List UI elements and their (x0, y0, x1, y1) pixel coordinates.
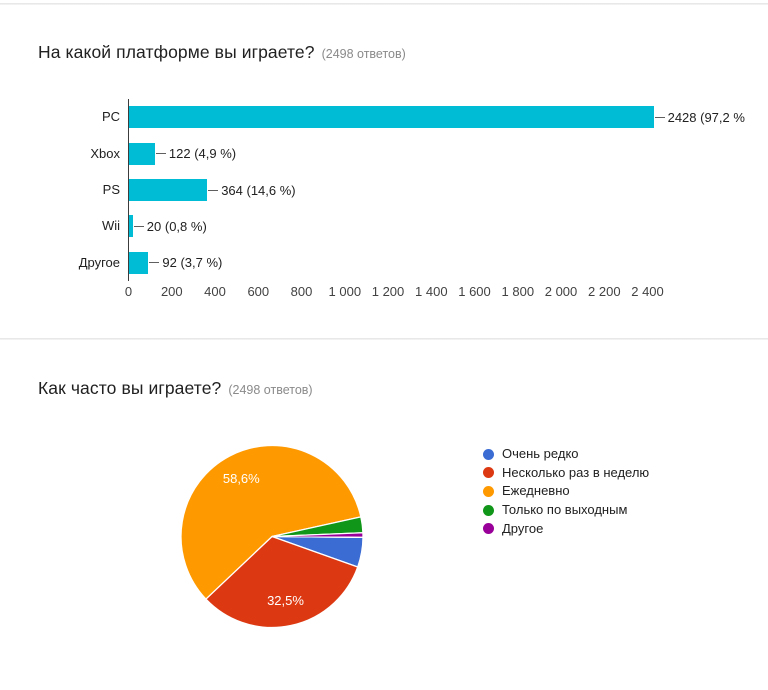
legend-item[interactable]: Несколько раз в неделю (483, 464, 649, 483)
legend-color-dot (483, 523, 494, 535)
x-tick-label: 600 (247, 284, 270, 299)
x-tick-label: 1 800 (501, 284, 535, 299)
category-label: Другое (78, 254, 120, 270)
legend-item[interactable]: Очень редко (483, 445, 649, 464)
question-1-responses-count: (2498 ответов) (321, 47, 406, 61)
value-callout-line (149, 262, 160, 264)
card-top-divider (0, 3, 768, 5)
legend-item[interactable]: Другое (483, 519, 649, 538)
pie-slice-percentage-label: 32,5% (267, 593, 304, 608)
x-tick-label: 0 (124, 284, 133, 299)
bar-value-label: 364 (14,6 %) (221, 182, 296, 198)
value-callout-line (654, 116, 665, 118)
category-label: Xbox (90, 145, 120, 161)
legend-label: Другое (502, 520, 544, 536)
x-tick-label: 2 000 (544, 284, 578, 299)
bar-wii[interactable] (128, 215, 133, 238)
question-2-text: Как часто вы играете? (38, 378, 222, 398)
category-label: PS (102, 182, 120, 197)
bar-value-label: 92 (3,7 %) (162, 255, 223, 271)
x-tick-label: 1 200 (371, 284, 405, 299)
bar-другое[interactable] (128, 251, 149, 274)
pie-legend: Очень редко Несколько раз в неделю Ежеднев… (483, 445, 649, 538)
legend-color-dot (483, 448, 494, 460)
legend-color-dot (483, 504, 494, 516)
value-callout-line (133, 225, 144, 227)
bar-ps[interactable] (128, 179, 208, 201)
bar-value-label: 122 (4,9 %) (168, 146, 237, 162)
frequency-pie-chart: 32,5% 58,6% (180, 444, 364, 629)
pie-slice-ежедневно[interactable] (180, 444, 362, 600)
value-callout-line (208, 189, 219, 191)
x-tick-label: 200 (160, 284, 183, 299)
question-2-responses-count: (2498 ответов) (228, 383, 313, 397)
question-1-text: На какой платформе вы играете? (38, 42, 315, 62)
category-label: Wii (101, 218, 120, 234)
bar-pc[interactable] (128, 106, 654, 129)
bar-value-label: 20 (0,8 %) (146, 218, 207, 234)
legend-color-dot (483, 467, 494, 479)
legend-item[interactable]: Ежедневно (483, 482, 649, 501)
legend-color-dot (483, 485, 494, 497)
x-tick-label: 800 (290, 284, 313, 299)
x-tick-label: 1 000 (328, 284, 362, 299)
x-tick-label: 2 400 (631, 284, 664, 299)
value-callout-line (155, 153, 166, 155)
y-axis-line (127, 99, 130, 281)
legend-label: Очень редко (502, 446, 579, 462)
x-tick-label: 400 (204, 284, 226, 299)
pie-slice-несколько-раз-в-неделю[interactable] (205, 535, 359, 629)
category-label: PC (101, 109, 120, 125)
legend-label: Несколько раз в неделю (502, 464, 650, 480)
legend-label: Ежедневно (502, 483, 570, 499)
bar-xbox[interactable] (128, 142, 155, 165)
legend-item[interactable]: Только по выходным (483, 501, 649, 520)
question-1-title: На какой платформе вы играете? (2498 отве… (38, 42, 406, 63)
x-tick-label: 2 200 (588, 284, 621, 299)
question-2-title: Как часто вы играете? (2498 ответов) (38, 378, 313, 399)
x-tick-label: 1 600 (458, 284, 491, 299)
bar-value-label: 2428 (97,2 % (667, 109, 745, 125)
pie-slice-percentage-label: 58,6% (223, 471, 260, 486)
platform-bar-chart: PC 2428 (97,2 % Xbox 122 (4,9 %) PS 364 (14,6… (0, 90, 768, 308)
x-tick-label: 1 400 (415, 284, 448, 299)
pie-slice-другое[interactable] (271, 532, 364, 538)
card-mid-divider (0, 338, 768, 340)
legend-label: Только по выходным (502, 502, 628, 518)
